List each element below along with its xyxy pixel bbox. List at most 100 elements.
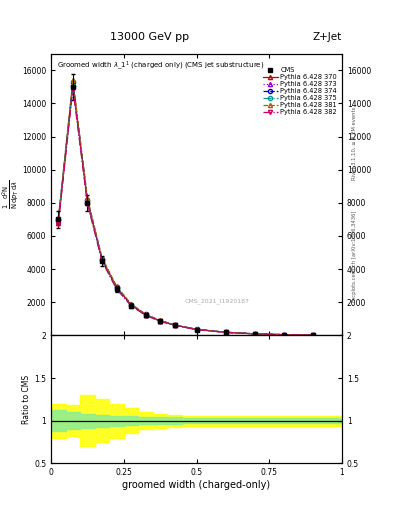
- Pythia 6.428 370: [85, 198, 90, 204]
- Pythia 6.428 382: [158, 318, 163, 325]
- Pythia 6.428 375: [114, 285, 119, 291]
- Pythia 6.428 382: [252, 331, 257, 337]
- Pythia 6.428 381: [100, 254, 105, 261]
- Pythia 6.428 370: [194, 326, 199, 332]
- Pythia 6.428 382: [71, 86, 75, 92]
- Pythia 6.428 381: [223, 329, 228, 335]
- Pythia 6.428 374: [310, 332, 315, 338]
- X-axis label: groomed width (charged-only): groomed width (charged-only): [123, 480, 270, 490]
- Line: Pythia 6.428 370: Pythia 6.428 370: [56, 81, 315, 337]
- Pythia 6.428 375: [173, 322, 177, 328]
- Pythia 6.428 374: [194, 326, 199, 332]
- Pythia 6.428 374: [114, 284, 119, 290]
- Pythia 6.428 373: [194, 327, 199, 333]
- Pythia 6.428 382: [85, 201, 90, 207]
- Pythia 6.428 373: [56, 218, 61, 224]
- Pythia 6.428 373: [129, 302, 134, 308]
- Pythia 6.428 375: [71, 83, 75, 89]
- Pythia 6.428 374: [56, 217, 61, 223]
- Legend: CMS, Pythia 6.428 370, Pythia 6.428 373, Pythia 6.428 374, Pythia 6.428 375, Pyt: CMS, Pythia 6.428 370, Pythia 6.428 373,…: [262, 66, 339, 116]
- Pythia 6.428 374: [173, 322, 177, 328]
- Pythia 6.428 374: [85, 197, 90, 203]
- Pythia 6.428 375: [223, 329, 228, 335]
- Pythia 6.428 370: [223, 329, 228, 335]
- Line: Pythia 6.428 374: Pythia 6.428 374: [56, 80, 315, 337]
- Pythia 6.428 370: [129, 302, 134, 308]
- Pythia 6.428 382: [100, 258, 105, 264]
- Pythia 6.428 370: [310, 332, 315, 338]
- Pythia 6.428 382: [114, 286, 119, 292]
- Y-axis label: Ratio to CMS: Ratio to CMS: [22, 375, 31, 424]
- Pythia 6.428 373: [173, 322, 177, 328]
- Pythia 6.428 373: [281, 332, 286, 338]
- Line: Pythia 6.428 373: Pythia 6.428 373: [56, 83, 315, 337]
- Pythia 6.428 374: [129, 302, 134, 308]
- Line: Pythia 6.428 381: Pythia 6.428 381: [56, 78, 315, 337]
- Pythia 6.428 370: [281, 332, 286, 338]
- Pythia 6.428 373: [71, 82, 75, 88]
- Pythia 6.428 382: [281, 332, 286, 338]
- Pythia 6.428 381: [114, 283, 119, 289]
- Pythia 6.428 381: [281, 332, 286, 338]
- Pythia 6.428 381: [143, 311, 148, 317]
- Pythia 6.428 373: [114, 285, 119, 291]
- Pythia 6.428 382: [129, 303, 134, 309]
- Pythia 6.428 370: [158, 318, 163, 324]
- Pythia 6.428 374: [71, 79, 75, 85]
- Pythia 6.428 370: [173, 322, 177, 328]
- Pythia 6.428 370: [56, 220, 61, 226]
- Pythia 6.428 373: [85, 199, 90, 205]
- Pythia 6.428 370: [143, 312, 148, 318]
- Pythia 6.428 375: [310, 332, 315, 338]
- Pythia 6.428 375: [100, 257, 105, 263]
- Pythia 6.428 381: [173, 322, 177, 328]
- Pythia 6.428 374: [100, 256, 105, 262]
- Pythia 6.428 381: [56, 215, 61, 221]
- Pythia 6.428 370: [114, 284, 119, 290]
- Pythia 6.428 381: [85, 195, 90, 201]
- Pythia 6.428 373: [158, 318, 163, 324]
- Pythia 6.428 381: [158, 317, 163, 324]
- Pythia 6.428 375: [158, 318, 163, 324]
- Pythia 6.428 375: [194, 327, 199, 333]
- Pythia 6.428 375: [281, 332, 286, 338]
- Pythia 6.428 375: [85, 200, 90, 206]
- Pythia 6.428 373: [100, 257, 105, 263]
- Pythia 6.428 375: [252, 331, 257, 337]
- Text: Rivet 3.1.10, ≥ 3.2M events: Rivet 3.1.10, ≥ 3.2M events: [352, 106, 357, 180]
- Pythia 6.428 374: [223, 329, 228, 335]
- Pythia 6.428 373: [252, 331, 257, 337]
- Pythia 6.428 375: [56, 216, 61, 222]
- Line: Pythia 6.428 375: Pythia 6.428 375: [56, 84, 315, 337]
- Y-axis label: $\frac{1}{\mathrm{N}}\frac{\mathrm{d}^2\mathrm{N}}{\mathrm{d}p_T\,\mathrm{d}\lam: $\frac{1}{\mathrm{N}}\frac{\mathrm{d}^2\…: [0, 180, 20, 209]
- Pythia 6.428 370: [100, 256, 105, 262]
- Pythia 6.428 375: [143, 312, 148, 318]
- Pythia 6.428 382: [223, 329, 228, 335]
- Pythia 6.428 374: [158, 317, 163, 324]
- Pythia 6.428 370: [71, 80, 75, 87]
- Line: Pythia 6.428 382: Pythia 6.428 382: [56, 87, 315, 337]
- Text: Z+Jet: Z+Jet: [313, 32, 342, 42]
- Pythia 6.428 373: [310, 332, 315, 338]
- Pythia 6.428 381: [252, 331, 257, 337]
- Pythia 6.428 382: [56, 221, 61, 227]
- Text: Groomed width $\lambda\_1^1$ (charged only) (CMS jet substructure): Groomed width $\lambda\_1^1$ (charged on…: [57, 59, 264, 72]
- Text: 13000 GeV pp: 13000 GeV pp: [110, 32, 189, 42]
- Pythia 6.428 382: [310, 332, 315, 338]
- Pythia 6.428 374: [281, 332, 286, 338]
- Pythia 6.428 381: [310, 332, 315, 338]
- Pythia 6.428 382: [173, 323, 177, 329]
- Pythia 6.428 381: [71, 77, 75, 83]
- Pythia 6.428 375: [129, 302, 134, 308]
- Pythia 6.428 374: [143, 311, 148, 317]
- Pythia 6.428 382: [194, 327, 199, 333]
- Pythia 6.428 373: [223, 329, 228, 335]
- Pythia 6.428 373: [143, 312, 148, 318]
- Pythia 6.428 381: [129, 301, 134, 307]
- Text: CMS_2021_I1920187: CMS_2021_I1920187: [184, 298, 249, 305]
- Text: mcplots.cern.ch [arXiv:1306.3436]: mcplots.cern.ch [arXiv:1306.3436]: [352, 210, 357, 302]
- Pythia 6.428 382: [143, 312, 148, 318]
- Pythia 6.428 381: [194, 326, 199, 332]
- Pythia 6.428 374: [252, 331, 257, 337]
- Pythia 6.428 370: [252, 331, 257, 337]
